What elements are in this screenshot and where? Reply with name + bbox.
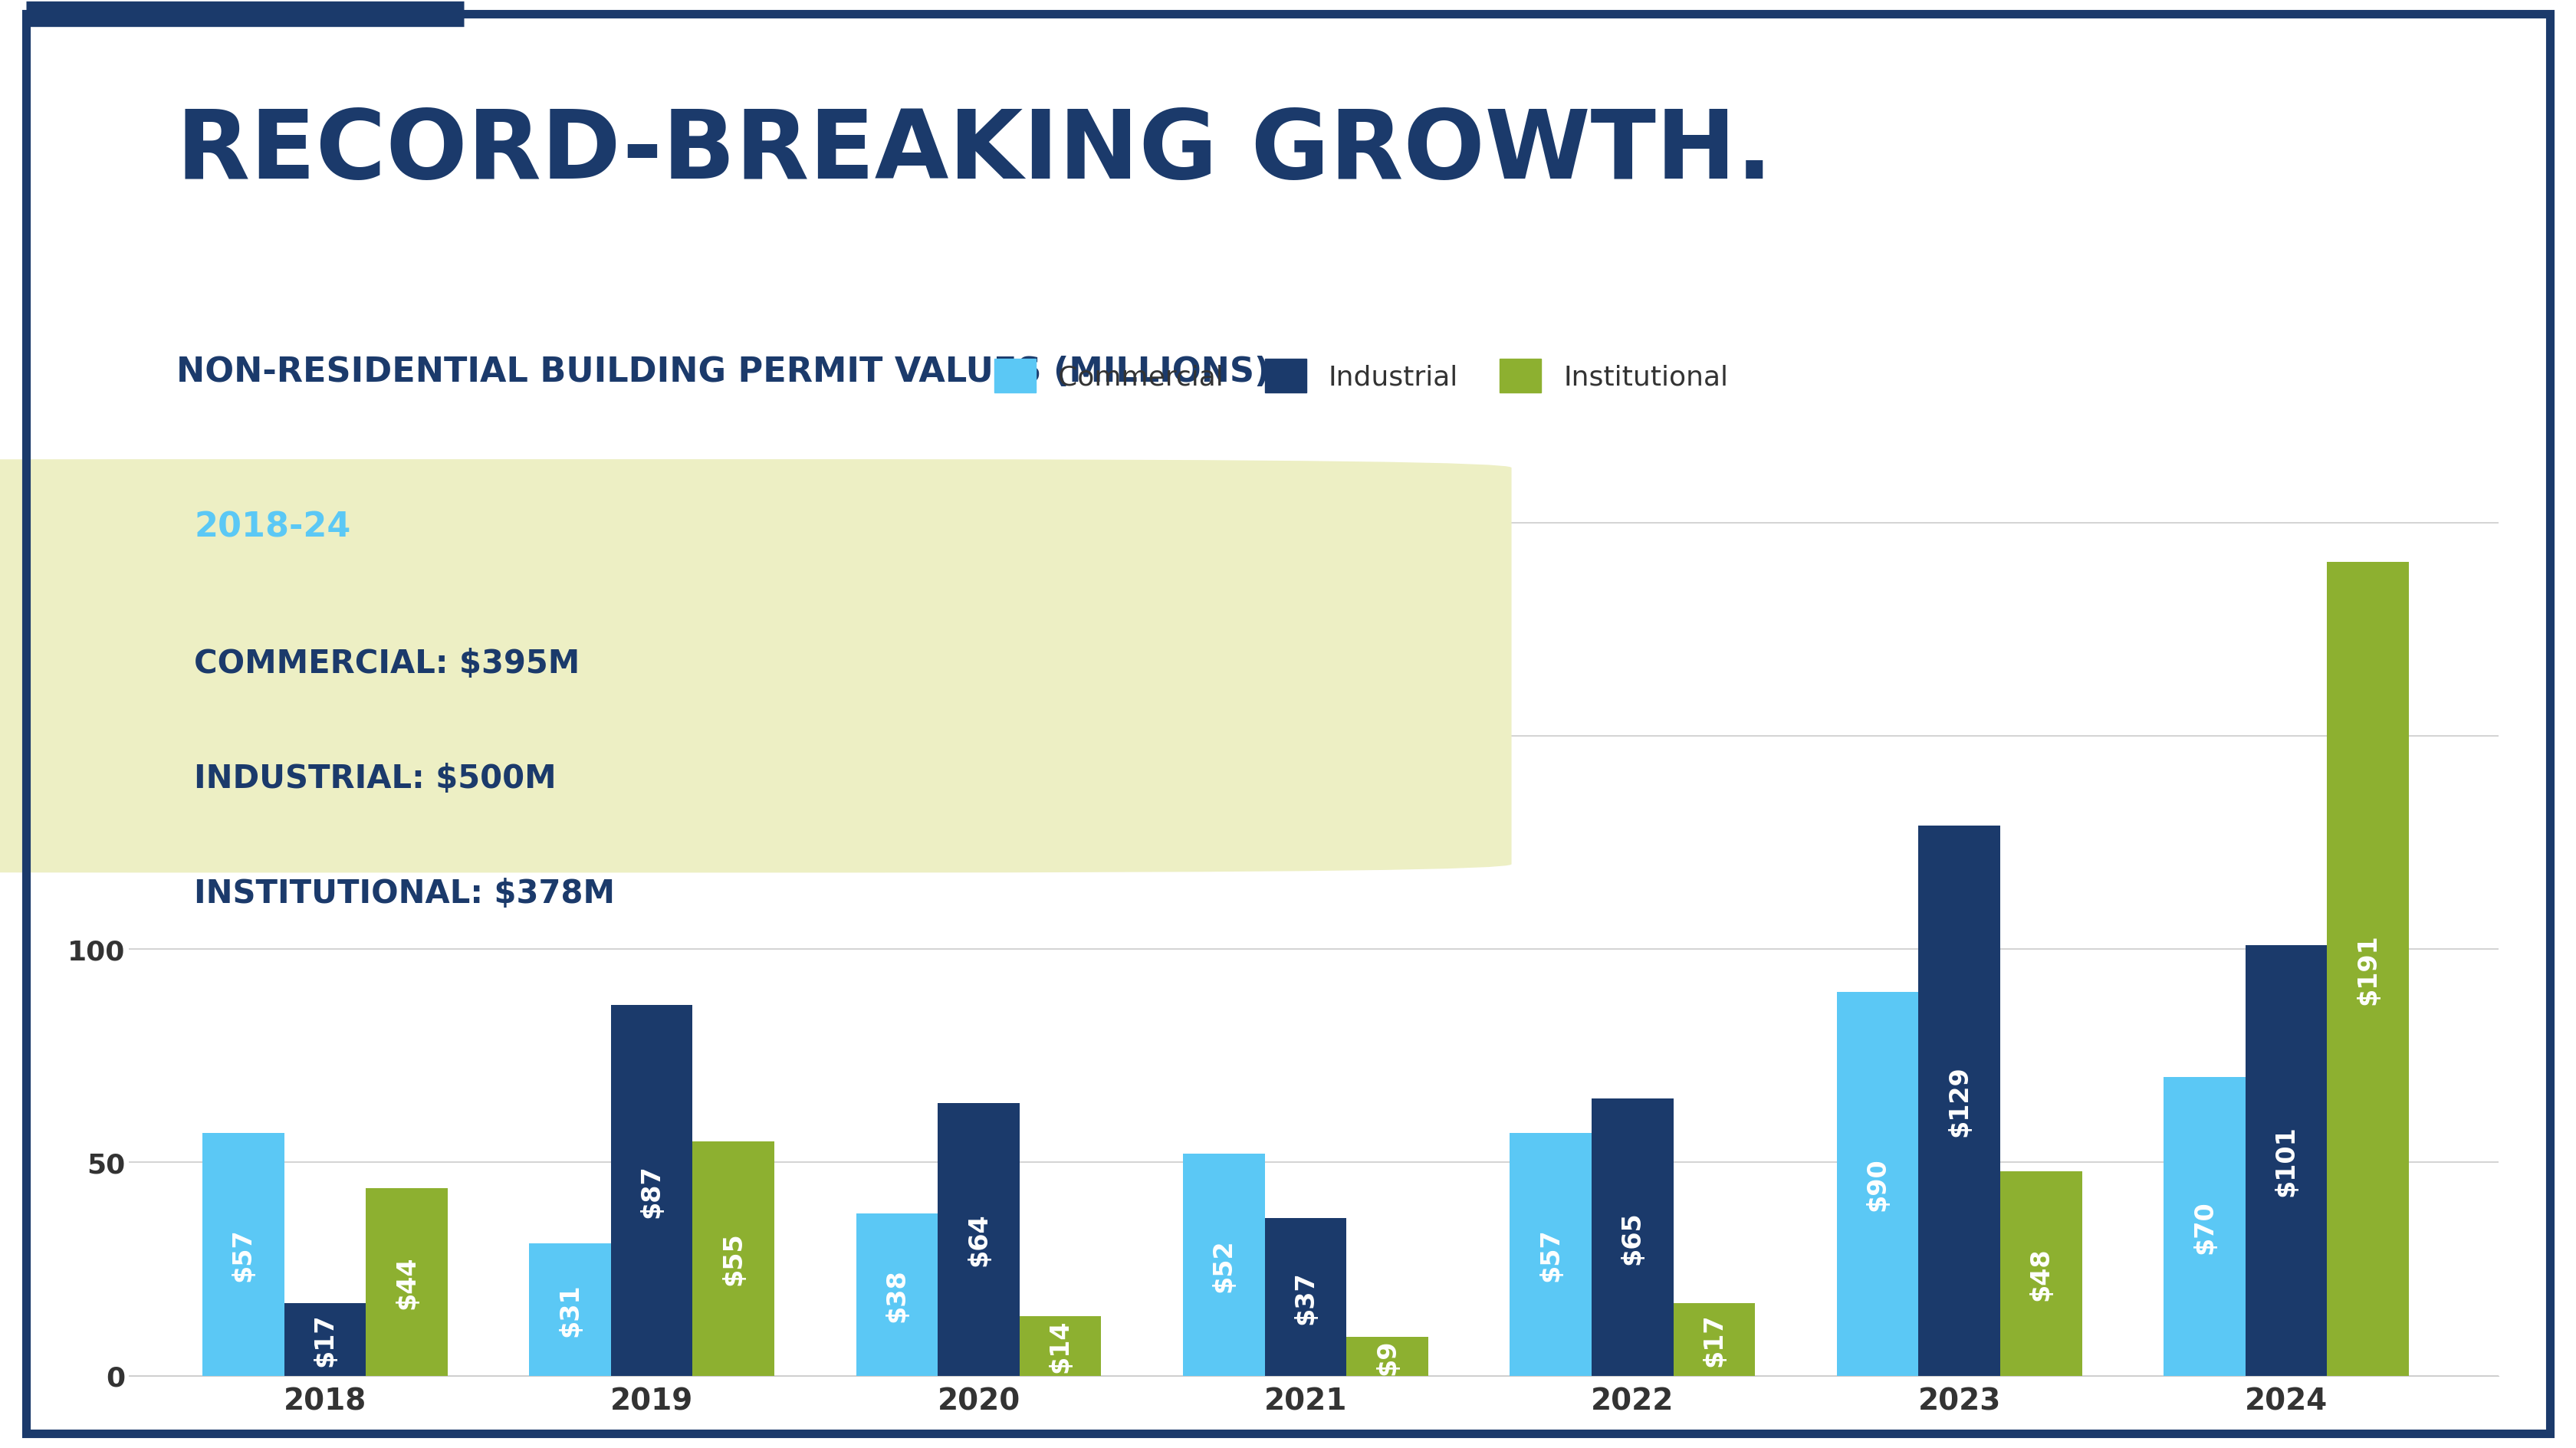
Bar — [611, 1005, 693, 1376]
Bar — [855, 1213, 938, 1376]
Text: $101: $101 — [2275, 1125, 2298, 1196]
Text: $9: $9 — [1376, 1338, 1399, 1374]
Bar — [1674, 1303, 1754, 1376]
Bar — [938, 1103, 1020, 1376]
Text: $87: $87 — [639, 1164, 665, 1216]
Text: $52: $52 — [1211, 1238, 1236, 1292]
Text: $31: $31 — [556, 1283, 582, 1337]
Text: RECORD-BREAKING GROWTH.: RECORD-BREAKING GROWTH. — [175, 106, 1772, 198]
Bar — [1837, 992, 1919, 1376]
Text: $57: $57 — [232, 1228, 255, 1281]
Text: $57: $57 — [1538, 1228, 1564, 1281]
Text: $65: $65 — [1620, 1211, 1646, 1264]
Text: $64: $64 — [966, 1212, 992, 1266]
Bar — [1182, 1154, 1265, 1376]
Text: 2018-24: 2018-24 — [193, 511, 350, 544]
Bar — [366, 1189, 448, 1376]
Text: $70: $70 — [2192, 1200, 2218, 1253]
Text: NON-RESIDENTIAL BUILDING PERMIT VALUES (MILLIONS): NON-RESIDENTIAL BUILDING PERMIT VALUES (… — [175, 356, 1270, 388]
Bar — [1510, 1132, 1592, 1376]
Legend: Commercial, Industrial, Institutional: Commercial, Industrial, Institutional — [981, 346, 1741, 407]
Text: $191: $191 — [2354, 934, 2380, 1005]
Bar — [2164, 1077, 2246, 1376]
Text: $90: $90 — [1865, 1157, 1891, 1211]
Bar — [1347, 1338, 1427, 1376]
Bar — [1020, 1316, 1103, 1376]
Text: $55: $55 — [721, 1232, 747, 1286]
Bar — [528, 1244, 611, 1376]
Bar — [2246, 946, 2326, 1376]
Bar — [693, 1141, 775, 1376]
Text: $48: $48 — [2027, 1247, 2053, 1300]
Text: INDUSTRIAL: $500M: INDUSTRIAL: $500M — [193, 762, 556, 795]
Text: COMMERCIAL: $395M: COMMERCIAL: $395M — [193, 647, 580, 679]
Bar — [283, 1303, 366, 1376]
Text: $129: $129 — [1947, 1066, 1973, 1137]
Bar — [1592, 1099, 1674, 1376]
Text: $38: $38 — [884, 1268, 909, 1322]
FancyBboxPatch shape — [0, 460, 1512, 873]
Text: $14: $14 — [1048, 1319, 1074, 1373]
Text: $17: $17 — [312, 1313, 337, 1365]
Bar — [204, 1132, 283, 1376]
Text: $17: $17 — [1703, 1313, 1726, 1365]
Bar — [2326, 562, 2409, 1376]
Text: $37: $37 — [1293, 1270, 1319, 1323]
Bar — [1999, 1171, 2081, 1376]
Bar — [1919, 825, 1999, 1376]
Text: $44: $44 — [394, 1255, 420, 1309]
Text: INSTITUTIONAL: $378M: INSTITUTIONAL: $378M — [193, 877, 616, 909]
Bar — [1265, 1218, 1347, 1376]
